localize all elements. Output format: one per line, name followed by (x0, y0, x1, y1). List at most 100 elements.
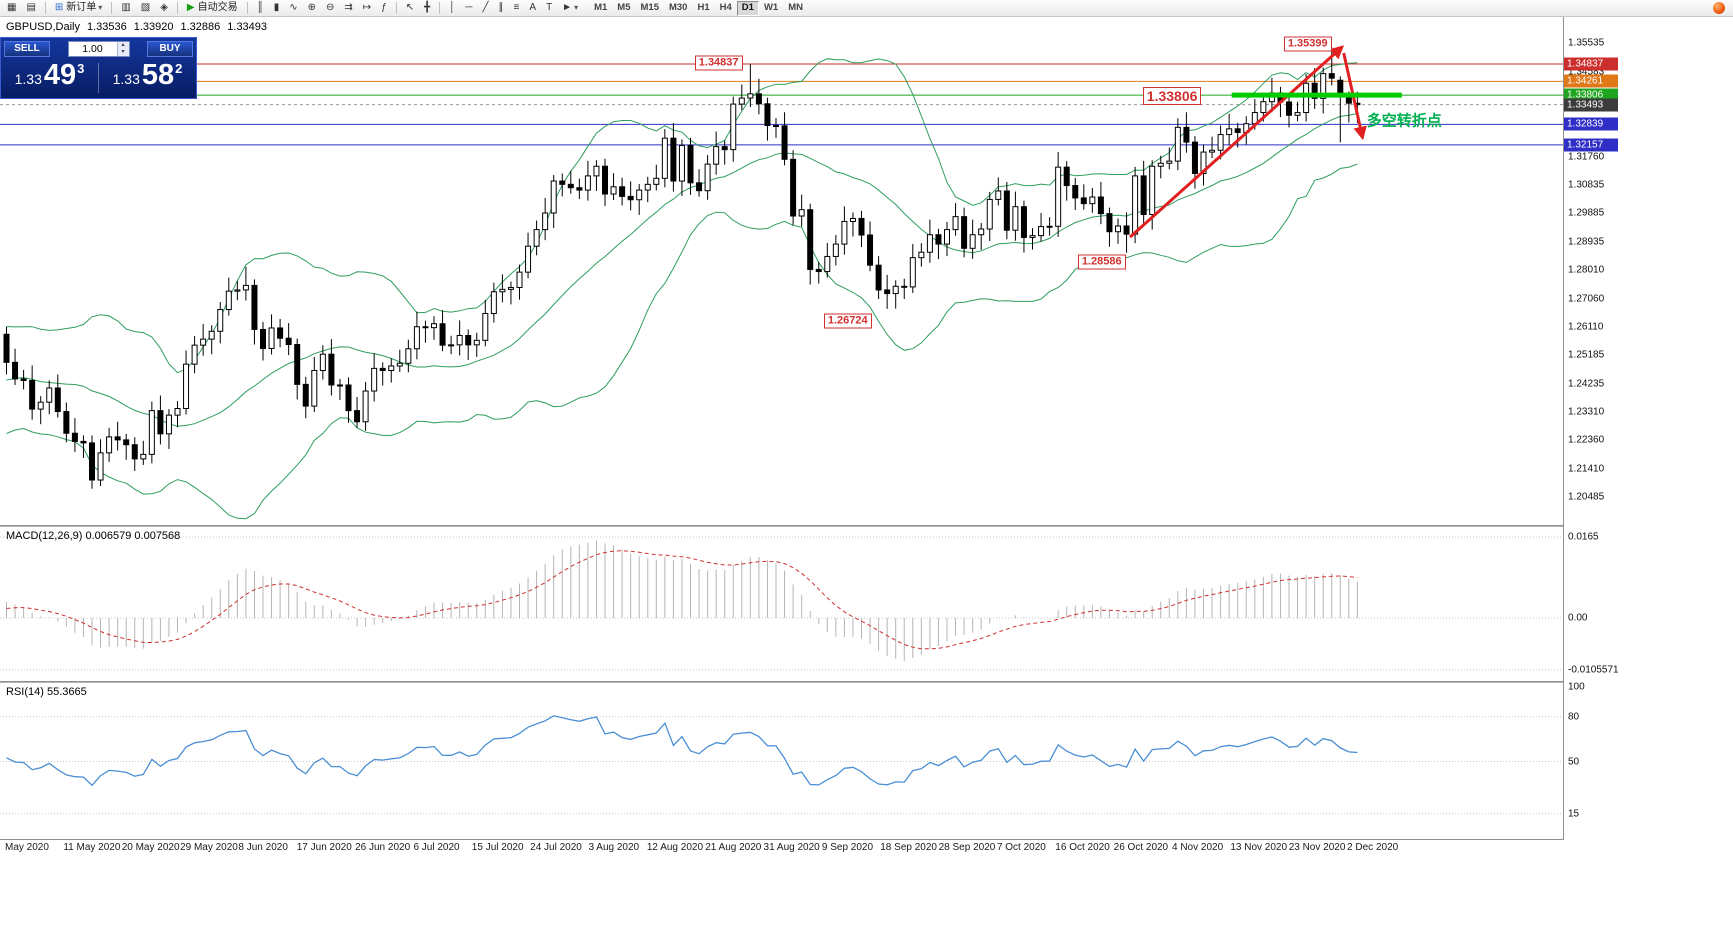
horizontal-line-icon: ─ (465, 2, 473, 13)
notification-icon[interactable] (1713, 2, 1725, 14)
date-axis[interactable]: May 2020 11 May 2020 20 May 2020 29 May 202… (0, 840, 1563, 856)
annotation-note-text[interactable]: 多空转折点 (1366, 112, 1442, 130)
timeframe-button-m5[interactable]: M5 (612, 1, 635, 16)
trendline-icon: ╱ (482, 2, 489, 13)
timeframe-bar: M1 M5 M15 M30 H1 H4 D1 W1 MN (589, 0, 808, 16)
zoom-out-button[interactable]: ⊖ (322, 1, 338, 16)
chart-profiles-button[interactable]: ▤ (22, 1, 39, 16)
annotation-price-label[interactable]: 1.28586 (1077, 254, 1126, 270)
text-label-icon: T (546, 2, 553, 13)
channel-button[interactable]: ∥ (495, 1, 508, 16)
auto-trading-button-label: 自动交易 (197, 2, 238, 13)
scale-tick: 1.31760 (1568, 151, 1605, 163)
fibonacci-icon: ≡ (513, 2, 520, 13)
ohlc-open: 1.33536 (86, 21, 127, 33)
ask-big-digits: 58 (141, 59, 175, 92)
cursor-button[interactable]: ↖ (402, 1, 418, 16)
auto-trading-button[interactable]: ▶ 自动交易 (183, 1, 242, 16)
text-button[interactable]: A (525, 1, 540, 16)
annotation-price-label[interactable]: 1.33806 (1142, 86, 1202, 105)
bar-chart-button[interactable]: ║ (253, 1, 268, 16)
date-label: 18 Sep 2020 (880, 842, 937, 853)
arrows-button[interactable]: ► ▾ (558, 1, 582, 16)
timeframe-button-m30[interactable]: M30 (664, 1, 692, 16)
annotation-price-label[interactable]: 1.26724 (823, 313, 872, 329)
trade-panel-controls: SELL 1.00 ▴ ▾ BUY (1, 38, 196, 58)
bar-chart-icon: ║ (256, 2, 264, 13)
timeframe-button-m15[interactable]: M15 (636, 1, 664, 16)
timeframe-button-h1[interactable]: H1 (692, 1, 714, 16)
indicators-icon: ƒ (381, 2, 387, 13)
navigator-icon: ◈ (160, 2, 168, 13)
price-level-badge: 1.32157 (1564, 138, 1618, 152)
main-chart-canvas[interactable] (0, 17, 1563, 525)
crosshair-icon: ╋ (424, 2, 431, 13)
volume-down-button[interactable]: ▾ (117, 49, 129, 56)
line-chart-icon: ∿ (289, 2, 298, 13)
zoom-in-button[interactable]: ⊕ (304, 1, 320, 16)
trade-panel-prices: 1.33 49 3 1.33 58 2 (1, 58, 196, 98)
annotation-price-label[interactable]: 1.34837 (694, 55, 743, 71)
buy-button[interactable]: BUY (147, 41, 193, 57)
scale-tick: 1.20485 (1568, 491, 1605, 503)
volume-value[interactable]: 1.00 (82, 43, 103, 55)
trendline-button[interactable]: ╱ (479, 1, 493, 16)
indicators-button[interactable]: ƒ (377, 1, 391, 16)
market-watch-button[interactable]: ▥ (117, 1, 134, 16)
line-chart-button[interactable]: ∿ (285, 1, 301, 16)
date-label: 2 Dec 2020 (1347, 842, 1399, 853)
ohlc-close: 1.33493 (227, 21, 268, 33)
scale-tick: 1.24235 (1568, 378, 1605, 390)
chart-profiles-icon: ▤ (26, 2, 36, 13)
volume-up-button[interactable]: ▴ (117, 42, 129, 49)
new-chart-button[interactable]: ▦ (3, 1, 20, 16)
channel-icon: ∥ (498, 2, 504, 13)
vertical-line-button[interactable]: │ (445, 1, 459, 16)
timeframe-button-w1[interactable]: W1 (759, 1, 783, 16)
vertical-line-icon: │ (449, 2, 456, 13)
scale-tick: 0.0165 (1568, 531, 1599, 543)
navigator-button[interactable]: ◈ (156, 1, 172, 16)
crosshair-button[interactable]: ╋ (420, 1, 434, 16)
panel-divider[interactable] (0, 681, 1733, 683)
data-window-button[interactable]: ▧ (137, 1, 154, 16)
horizontal-line-button[interactable]: ─ (461, 1, 476, 16)
toolbar-separator (176, 2, 178, 14)
scale-tick: 1.23310 (1568, 406, 1605, 418)
scale-tick: 1.28935 (1568, 236, 1605, 248)
ask-prefix: 1.33 (112, 70, 140, 87)
toolbar: ▦ ▤ ⊞ 新订单 ▾ ▥ ▧ ◈ ▶ 自动交易 ║ ▮ ∿ ⊕ ⊖ ⇉ ↦ ƒ ↖ ╋ │ ─ ╱ ∥ ≡ A T ► ▾ M1 M5 M… (0, 0, 1733, 17)
macd-label: MACD(12,26,9) 0.006579 0.007568 (6, 530, 181, 542)
scale-tick: 50 (1568, 756, 1580, 767)
date-label: 17 Jun 2020 (296, 842, 352, 853)
auto-trading-icon: ▶ (186, 2, 195, 13)
candlestick-chart-button[interactable]: ▮ (270, 1, 284, 16)
timeframe-button-d1[interactable]: D1 (736, 0, 759, 16)
macd-canvas[interactable] (0, 527, 1563, 681)
new-order-icon: ⊞ (54, 2, 64, 13)
candlestick-chart-icon: ▮ (273, 2, 280, 13)
date-label: 20 May 2020 (121, 842, 180, 853)
toolbar-icons: ▦ ▤ ⊞ 新订单 ▾ ▥ ▧ ◈ ▶ 自动交易 ║ ▮ ∿ ⊕ ⊖ ⇉ ↦ ƒ ↖ ╋ │ ─ ╱ ∥ ≡ A T ► ▾ (2, 1, 583, 16)
sell-button[interactable]: SELL (4, 41, 50, 57)
auto-scroll-icon: ⇉ (344, 2, 353, 13)
panel-divider[interactable] (0, 525, 1733, 527)
chart-shift-button[interactable]: ↦ (359, 1, 375, 16)
timeframe-button-h4[interactable]: H4 (715, 1, 737, 16)
rsi-canvas[interactable] (0, 683, 1563, 839)
new-order-button[interactable]: ⊞ 新订单 ▾ (51, 1, 106, 16)
timeframe-button-m1[interactable]: M1 (589, 1, 612, 16)
annotation-price-label[interactable]: 1.35399 (1283, 36, 1332, 52)
toolbar-separator (395, 2, 397, 14)
auto-scroll-button[interactable]: ⇉ (340, 1, 356, 16)
price-scale-column[interactable]: 1.35535 1.34583 1.31760 1.30835 1.29885 1.289… (1563, 17, 1733, 840)
data-window-icon: ▧ (140, 2, 151, 13)
volume-stepper[interactable]: 1.00 ▴ ▾ (67, 41, 130, 57)
date-label: 9 Sep 2020 (821, 842, 874, 853)
timeframe-button-mn[interactable]: MN (783, 1, 808, 16)
toolbar-right (1713, 2, 1725, 14)
scale-tick: 1.34583 (1568, 66, 1605, 78)
text-label-button[interactable]: T (542, 1, 556, 16)
fibonacci-button[interactable]: ≡ (510, 1, 524, 16)
